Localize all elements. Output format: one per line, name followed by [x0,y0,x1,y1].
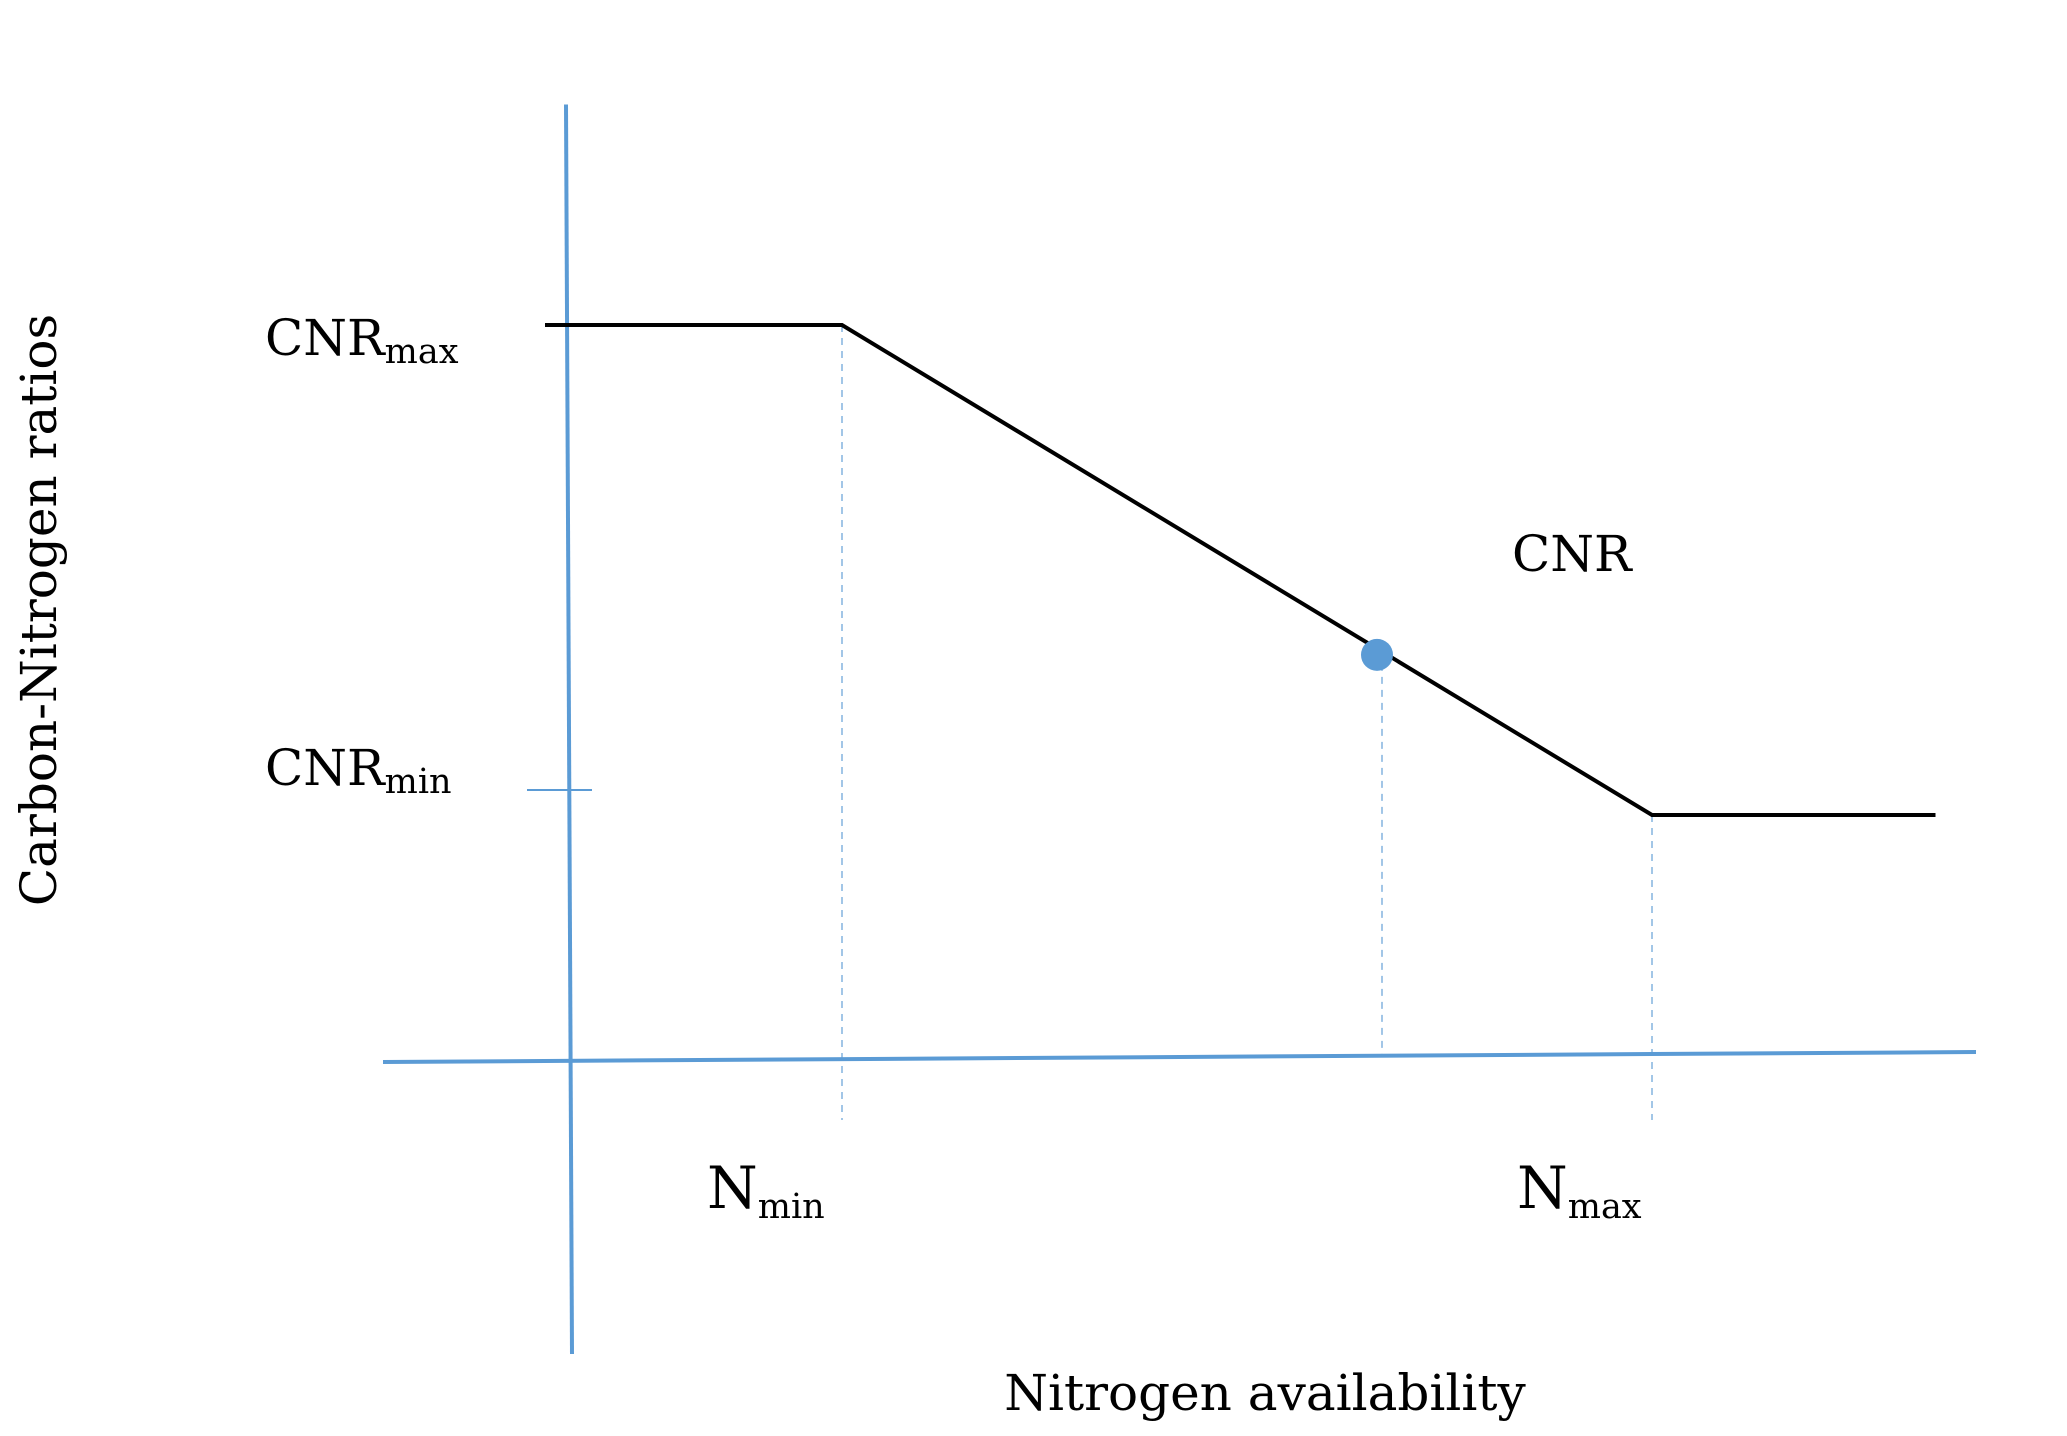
y-axis-title: Carbon-Nitrogen ratios [10,314,68,906]
axes [382,104,1977,1355]
cnr-marker-point [1361,638,1393,671]
x-tick-label-min: Nmin [707,1154,825,1227]
cnr-marker-label: CNR [1512,525,1633,583]
series-line-0 [545,323,1936,817]
guide-lines [841,325,1653,1120]
x-axis [382,1050,1977,1064]
labels: Carbon-Nitrogen ratios Nitrogen availabi… [10,309,1642,1422]
x-axis-title: Nitrogen availability [1004,1364,1526,1422]
y-tick-label-max: CNRmax [265,309,459,372]
y-axis [564,104,574,1355]
y-tick-label-min: CNRmin [265,739,452,802]
x-tick-label-max: Nmax [1517,1154,1642,1227]
series [545,323,1936,817]
